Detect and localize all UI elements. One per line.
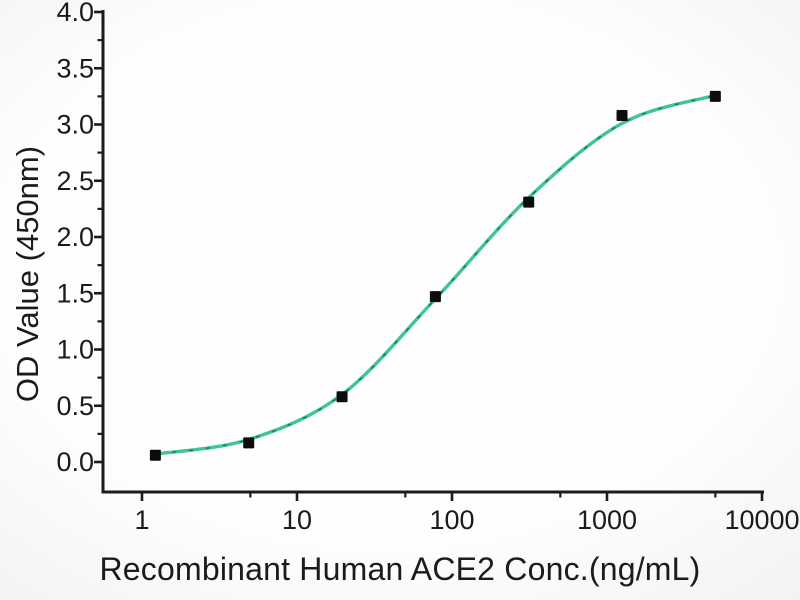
x-tick-label: 100 bbox=[429, 505, 474, 535]
y-axis-title: OD Value (450nm) bbox=[10, 145, 45, 403]
data-point-marker bbox=[149, 449, 161, 461]
x-tick-label: 1 bbox=[134, 505, 149, 535]
data-point-marker bbox=[523, 196, 535, 208]
x-tick-label: 1000 bbox=[577, 505, 637, 535]
x-tick-label: 10 bbox=[282, 505, 312, 535]
y-tick-label: 0.5 bbox=[56, 391, 94, 421]
x-tick-label: 10000 bbox=[724, 505, 799, 535]
data-point-marker bbox=[429, 291, 441, 303]
fit-curve-dash-overlay bbox=[155, 94, 716, 455]
x-axis-title: Recombinant Human ACE2 Conc.(ng/mL) bbox=[99, 551, 701, 587]
y-tick-label: 1.5 bbox=[56, 278, 94, 308]
y-tick-label: 1.0 bbox=[56, 335, 94, 365]
y-tick-label: 4.0 bbox=[56, 0, 94, 27]
y-tick-label: 2.5 bbox=[56, 166, 94, 196]
y-tick-label: 3.5 bbox=[56, 53, 94, 83]
y-tick-label: 2.0 bbox=[56, 222, 94, 252]
y-tick-label: 3.0 bbox=[56, 110, 94, 140]
y-tick-label: 0.0 bbox=[56, 447, 94, 477]
data-point-marker bbox=[616, 110, 628, 121]
data-point-marker bbox=[336, 391, 348, 403]
data-point-marker bbox=[243, 437, 255, 449]
fit-curve bbox=[153, 93, 718, 456]
data-point-marker bbox=[709, 90, 721, 102]
